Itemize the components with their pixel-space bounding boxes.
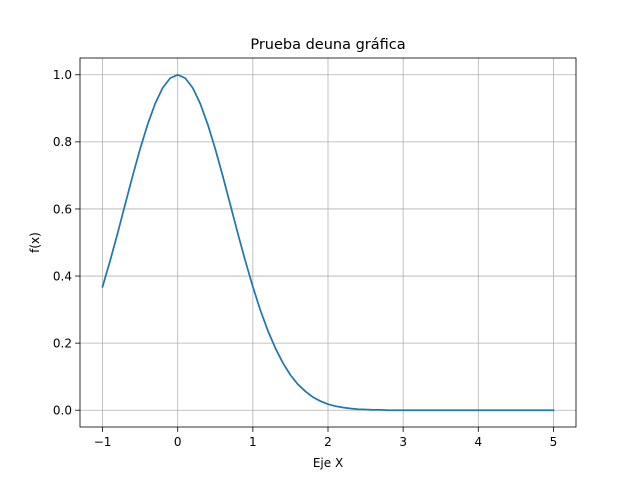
x-tick-label: 3 bbox=[399, 435, 407, 449]
y-tick-label: 0.2 bbox=[53, 336, 72, 350]
y-tick-label: 0.4 bbox=[53, 269, 72, 283]
y-tick-label: 0.6 bbox=[53, 202, 72, 216]
y-tick-label: 0.0 bbox=[53, 404, 72, 418]
x-tick-label: 2 bbox=[324, 435, 332, 449]
y-axis-label: f(x) bbox=[28, 232, 42, 253]
chart-title: Prueba deuna gráfica bbox=[250, 37, 405, 53]
x-axis-label: Eje X bbox=[313, 456, 343, 470]
series-line-0 bbox=[101, 73, 555, 412]
x-tick-label: 4 bbox=[474, 435, 482, 449]
y-tick-label: 1.0 bbox=[53, 68, 72, 82]
x-tick-label: 5 bbox=[550, 435, 558, 449]
y-tick-label: 0.8 bbox=[53, 135, 72, 149]
tick-layer: −1 0 1 2 3 4 5 0.0 0.2 0.4 0.6 0.8 1.0 bbox=[53, 68, 557, 449]
x-tick-label: −1 bbox=[94, 435, 112, 449]
x-tick-label: 1 bbox=[249, 435, 257, 449]
x-tick-label: 0 bbox=[174, 435, 182, 449]
grid-layer bbox=[80, 58, 576, 427]
series-layer bbox=[101, 73, 555, 412]
